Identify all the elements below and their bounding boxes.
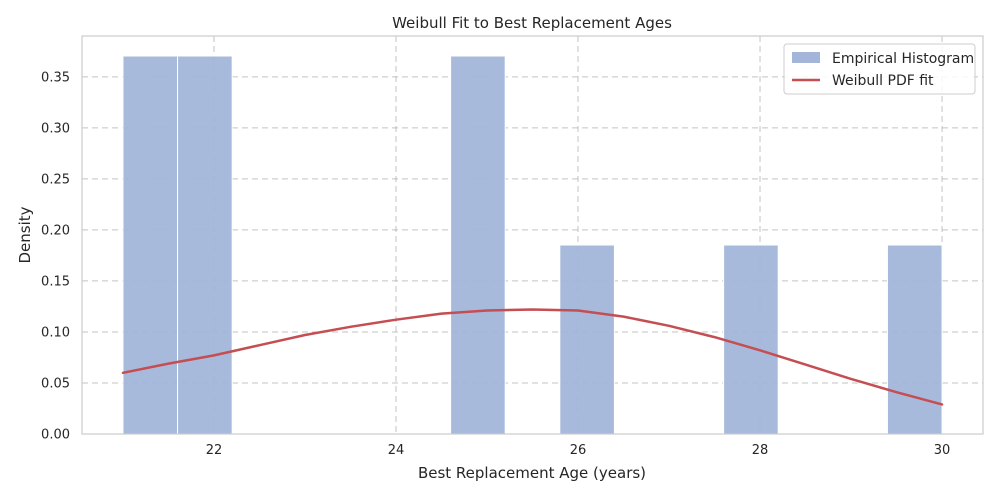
legend: Empirical Histogram Weibull PDF fit <box>783 43 976 95</box>
histogram-bar <box>450 55 506 435</box>
y-tick-label: 0.15 <box>41 274 70 289</box>
y-tick-label: 0.30 <box>41 121 70 136</box>
legend-line-label: Weibull PDF fit <box>832 73 934 89</box>
histogram-bar <box>723 244 779 435</box>
histogram-bar <box>886 244 943 435</box>
y-axis-label: Density <box>16 206 34 263</box>
histogram-bar <box>122 55 179 435</box>
chart-title: Weibull Fit to Best Replacement Ages <box>392 14 672 32</box>
legend-box <box>783 43 976 95</box>
x-tick-label: 28 <box>752 443 769 458</box>
x-tick-label: 26 <box>570 443 587 458</box>
legend-histogram-swatch <box>792 52 820 63</box>
tick-labels: 22 24 26 28 30 0.00 0.05 0.10 0.15 0.20 0.25 0.30 0.… <box>41 70 950 458</box>
x-tick-label: 22 <box>206 443 223 458</box>
weibull-pdf-line <box>121 308 944 406</box>
y-tick-label: 0.00 <box>41 428 70 443</box>
plot-frame <box>81 35 984 435</box>
y-tick-label: 0.05 <box>41 376 70 391</box>
y-tick-label: 0.20 <box>41 223 70 238</box>
y-tick-label: 0.25 <box>41 172 70 187</box>
legend-histogram-label: Empirical Histogram <box>832 51 974 67</box>
x-tick-label: 24 <box>388 443 405 458</box>
y-tick-label: 0.35 <box>41 70 70 85</box>
histogram-bar <box>559 244 615 435</box>
x-axis-label: Best Replacement Age (years) <box>418 464 646 482</box>
x-tick-label: 30 <box>934 443 951 458</box>
weibull-line-layer <box>121 308 944 406</box>
histogram-bar <box>177 55 233 435</box>
y-tick-label: 0.10 <box>41 325 70 340</box>
